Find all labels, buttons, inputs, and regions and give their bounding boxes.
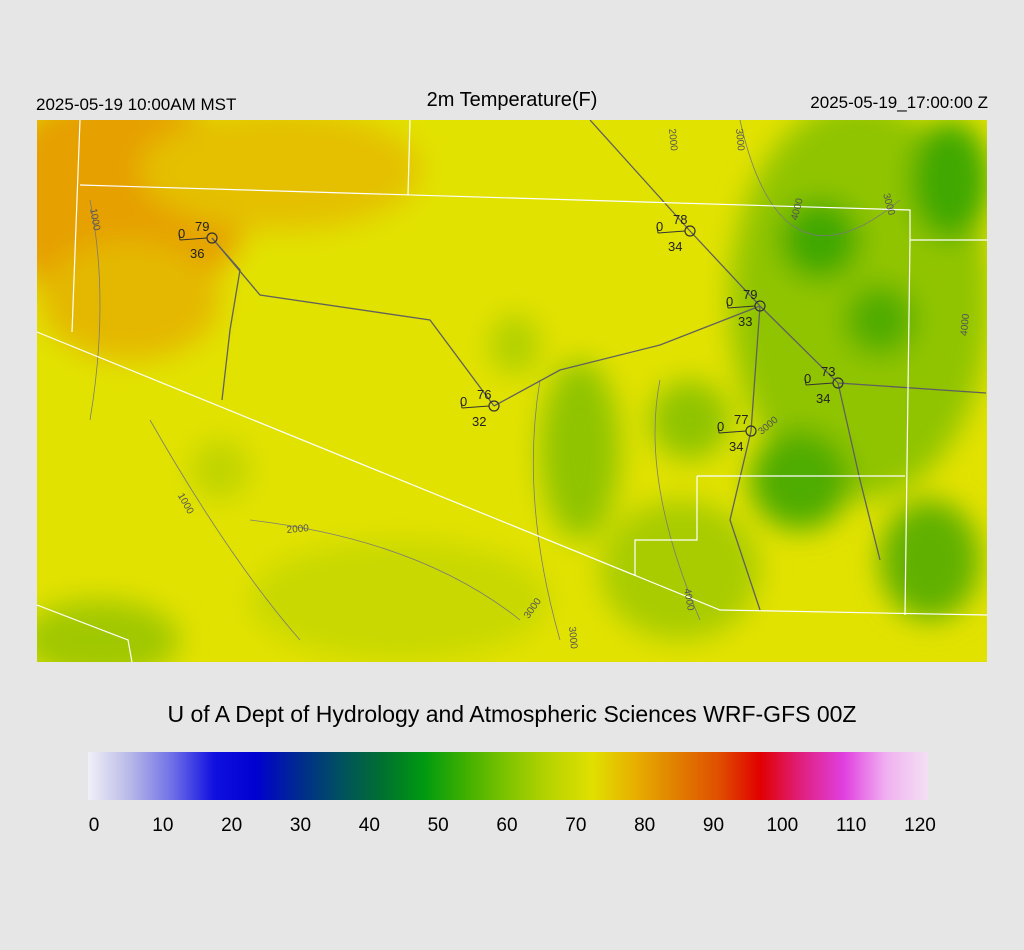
colorbar-tick: 90: [703, 815, 724, 836]
dewpoint: 36: [190, 246, 204, 261]
station: [488, 400, 500, 412]
colorbar-tick: 0: [89, 815, 100, 836]
barb-tick: [460, 401, 463, 409]
contour-label: 1000: [87, 208, 102, 232]
wind-speed: 0: [460, 394, 467, 409]
contour-label: 4000: [959, 313, 972, 337]
valid-utc: 2025-05-19_17:00:00 Z: [810, 93, 988, 112]
barb-tick: [726, 301, 729, 309]
barb-tick: [717, 426, 720, 434]
temperature: 76: [477, 387, 491, 402]
temperature: 73: [821, 364, 835, 379]
colorbar-tick: 30: [290, 815, 311, 836]
dewpoint: 34: [816, 391, 830, 406]
colorbar: [88, 752, 928, 800]
map-title: 2m Temperature(F): [427, 89, 598, 111]
wind-speed: 0: [178, 226, 185, 241]
station: [832, 377, 844, 389]
dewpoint: 34: [729, 439, 743, 454]
temperature: 78: [673, 212, 687, 227]
dewpoint: 34: [668, 239, 682, 254]
colorbar-tick: 60: [496, 815, 517, 836]
wind-barb: [718, 430, 747, 434]
barb-tick: [178, 233, 181, 241]
credit: U of A Dept of Hydrology and Atmospheric…: [167, 701, 856, 727]
wind-barb: [805, 382, 834, 386]
wind-barb: [727, 305, 756, 309]
colorbar-tick: 80: [634, 815, 655, 836]
temperature: 77: [734, 412, 748, 427]
wind-barb: [179, 237, 208, 241]
wind-speed: 0: [726, 294, 733, 309]
temperature: 79: [743, 287, 757, 302]
contour-label: 3000: [566, 626, 579, 650]
station: [754, 300, 766, 312]
station: [206, 232, 218, 244]
colorbar-tick: 40: [359, 815, 380, 836]
wind-barb: [657, 230, 686, 234]
colorbar-tick: 20: [221, 815, 242, 836]
contour-label: 4000: [681, 588, 696, 612]
barb-tick: [656, 226, 659, 234]
wind-speed: 0: [656, 219, 663, 234]
contour-label: 2000: [666, 128, 679, 152]
contour-label: 2000: [286, 523, 310, 536]
colorbar-tick: 50: [428, 815, 449, 836]
valid-local: 2025-05-19 10:00AM MST: [36, 95, 236, 114]
barb-tick: [804, 378, 807, 386]
colorbar-tick: 10: [152, 815, 173, 836]
station: [684, 225, 696, 237]
colorbar-tick: 120: [904, 815, 936, 836]
wind-speed: 0: [717, 419, 724, 434]
dewpoint: 32: [472, 414, 486, 429]
wind-barb: [461, 405, 490, 409]
contour-label: 3000: [733, 128, 746, 152]
map: 1000100020002000300030003000300030004000…: [37, 120, 987, 662]
colorbar-tick: 110: [836, 815, 866, 836]
colorbar-tick: 70: [565, 815, 586, 836]
colorbar-tick: 100: [766, 815, 798, 836]
dewpoint: 33: [738, 314, 752, 329]
station: [745, 425, 757, 437]
temperature: 79: [195, 219, 209, 234]
wind-speed: 0: [804, 371, 811, 386]
